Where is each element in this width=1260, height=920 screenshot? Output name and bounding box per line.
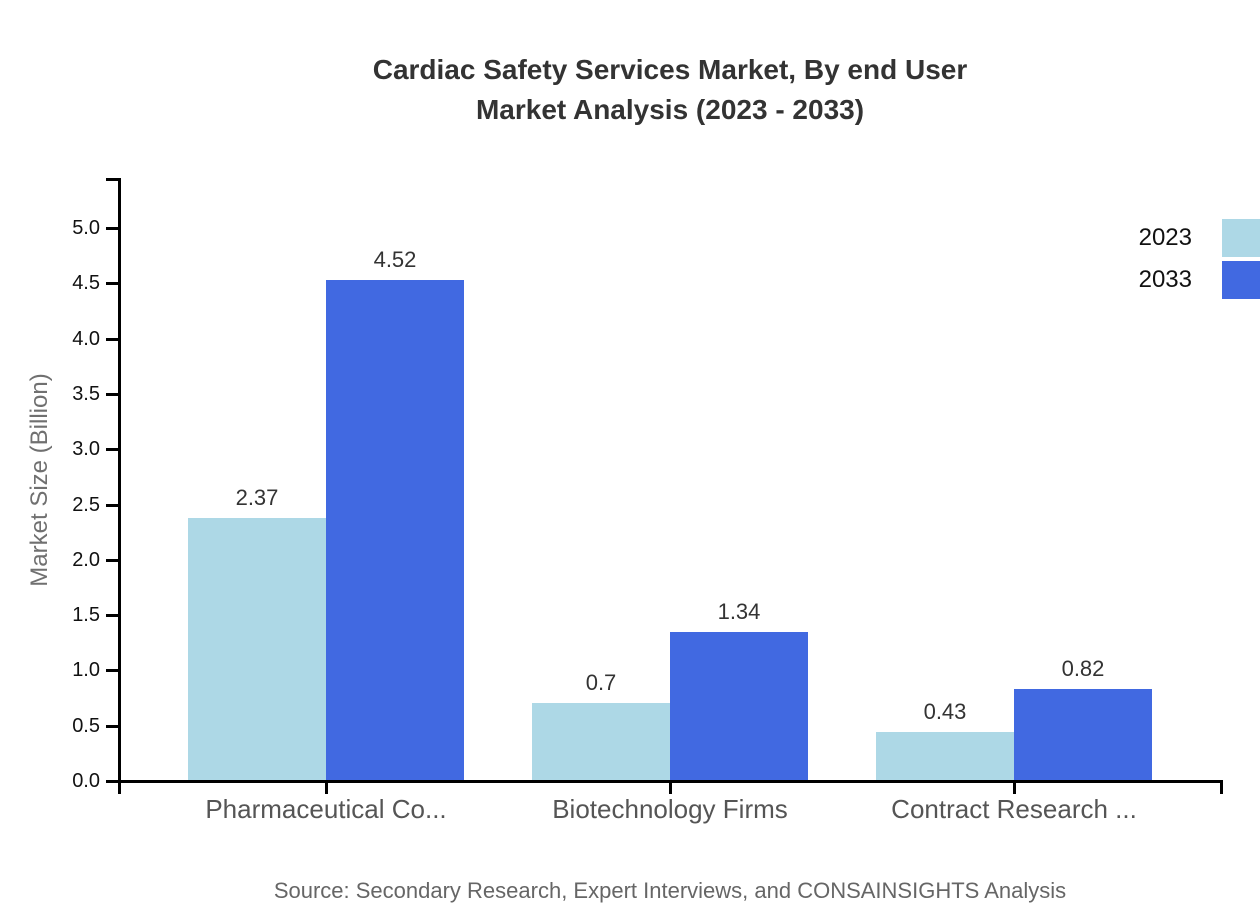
y-tick-mark xyxy=(106,669,118,672)
y-tick-mark xyxy=(106,448,118,451)
legend-swatch xyxy=(1222,261,1260,299)
y-tick-label: 1.0 xyxy=(72,659,100,681)
x-category-label: Pharmaceutical Co... xyxy=(205,794,447,824)
y-tick-label: 4.0 xyxy=(72,328,100,350)
bar-2033-0 xyxy=(326,280,464,780)
bar-value-label: 0.82 xyxy=(1061,656,1105,681)
legend-swatch xyxy=(1222,219,1260,257)
y-tick-label: 0.0 xyxy=(72,770,100,792)
legend-row: 2023 xyxy=(1139,219,1260,257)
bar-2023-1 xyxy=(532,703,670,780)
bar-value-label: 0.43 xyxy=(923,699,967,724)
y-tick-label: 4.5 xyxy=(72,272,100,294)
y-tick-mark xyxy=(106,614,118,617)
x-axis-line xyxy=(118,780,1223,783)
y-tick-label: 0.5 xyxy=(72,715,100,737)
bar-value-label: 4.52 xyxy=(373,247,417,272)
source-note: Source: Secondary Research, Expert Inter… xyxy=(273,878,1067,903)
y-tick-mark xyxy=(106,725,118,728)
bar-value-label: 0.7 xyxy=(585,670,617,695)
bar-value-label: 2.37 xyxy=(235,485,279,510)
y-tick-mark xyxy=(106,559,118,562)
y-tick-label: 5.0 xyxy=(72,217,100,239)
bar-2023-0 xyxy=(188,518,326,780)
y-tick-mark xyxy=(106,282,118,285)
y-tick-mark xyxy=(106,338,118,341)
y-tick-mark xyxy=(106,780,118,783)
y-tick-label: 2.0 xyxy=(72,549,100,571)
chart-title-line2: Market Analysis (2023 - 2033) xyxy=(475,94,865,125)
y-tick-label: 3.0 xyxy=(72,438,100,460)
x-tick-mark xyxy=(1013,783,1016,794)
legend-row: 2033 xyxy=(1139,261,1260,299)
x-category-label: Contract Research ... xyxy=(891,794,1137,824)
y-tick-mark xyxy=(106,227,118,230)
legend-label: 2023 xyxy=(1138,224,1192,251)
x-category-label: Biotechnology Firms xyxy=(552,794,788,824)
chart-title: Cardiac Safety Services Market, By end U… xyxy=(80,50,1260,130)
y-tick-label: 2.5 xyxy=(72,494,100,516)
x-tick-mark xyxy=(669,783,672,794)
chart-title-line1: Cardiac Safety Services Market, By end U… xyxy=(372,54,968,85)
legend: 2023 2033 xyxy=(1139,219,1260,299)
y-tick-mark xyxy=(106,393,118,396)
legend-label: 2033 xyxy=(1138,266,1192,293)
y-axis-line xyxy=(118,178,121,783)
x-tick-mark xyxy=(118,783,121,794)
y-tick-mark xyxy=(106,504,118,507)
bar-2033-1 xyxy=(670,632,808,780)
bar-value-label: 1.34 xyxy=(717,599,761,624)
y-axis-endcap xyxy=(106,178,118,181)
bar-2023-2 xyxy=(876,732,1014,780)
x-tick-mark xyxy=(1220,783,1223,794)
bar-2033-2 xyxy=(1014,689,1152,780)
y-tick-label: 3.5 xyxy=(72,383,100,405)
x-tick-mark xyxy=(325,783,328,794)
y-tick-label: 1.5 xyxy=(72,604,100,626)
